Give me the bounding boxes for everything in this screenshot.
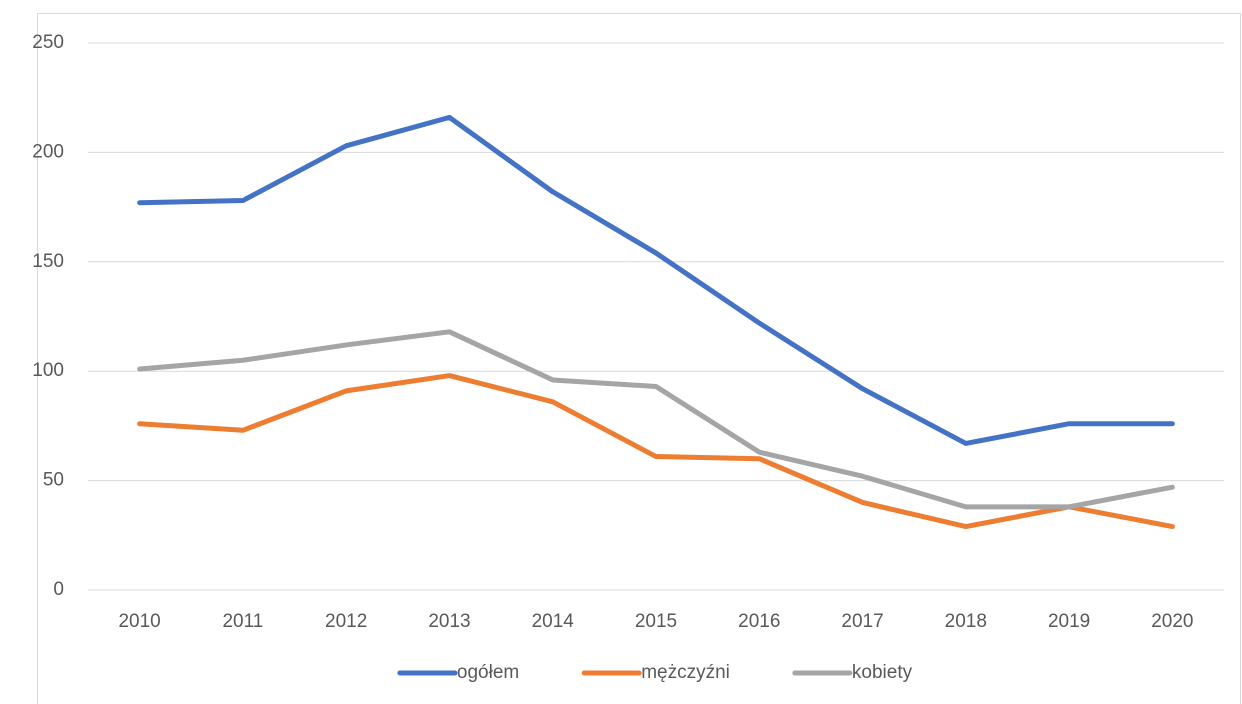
x-tick-label: 2017: [841, 611, 883, 632]
y-tick-label: 200: [32, 141, 64, 162]
x-tick-label: 2019: [1048, 611, 1090, 632]
y-tick-label: 150: [32, 251, 64, 272]
x-tick-label: 2010: [118, 611, 160, 632]
legend-item: mężczyźni: [581, 662, 730, 683]
series-line: [137, 114, 1175, 446]
x-tick-label: 2018: [945, 611, 987, 632]
x-tick-label: 2014: [532, 611, 575, 632]
series-line: [137, 329, 1175, 510]
x-tick-label: 2012: [325, 611, 367, 632]
series-line: [137, 373, 1175, 530]
legend-label: ogółem: [457, 662, 519, 683]
x-tick-label: 2011: [222, 611, 263, 632]
chart-frame: [37, 13, 1241, 704]
lines: [137, 114, 1175, 530]
legend-label: mężczyźni: [641, 662, 730, 683]
legend: ogółem mężczyźni kobiety: [397, 662, 913, 683]
y-tick-label: 0: [53, 579, 64, 600]
y-tick-label: 250: [32, 32, 64, 53]
legend-item: kobiety: [792, 662, 913, 683]
y-tick-label: 100: [32, 360, 64, 381]
x-tick-label: 2016: [738, 611, 780, 632]
legend-label: kobiety: [852, 662, 913, 683]
grid: 0 50 100 150 200 250 2010 2011 2012 2013 2014 2015 2…: [32, 32, 1224, 632]
y-tick-label: 50: [43, 470, 64, 491]
x-tick-label: 2015: [635, 611, 677, 632]
legend-item: ogółem: [397, 662, 519, 683]
x-tick-label: 2020: [1151, 611, 1193, 632]
x-tick-label: 2013: [428, 611, 470, 632]
